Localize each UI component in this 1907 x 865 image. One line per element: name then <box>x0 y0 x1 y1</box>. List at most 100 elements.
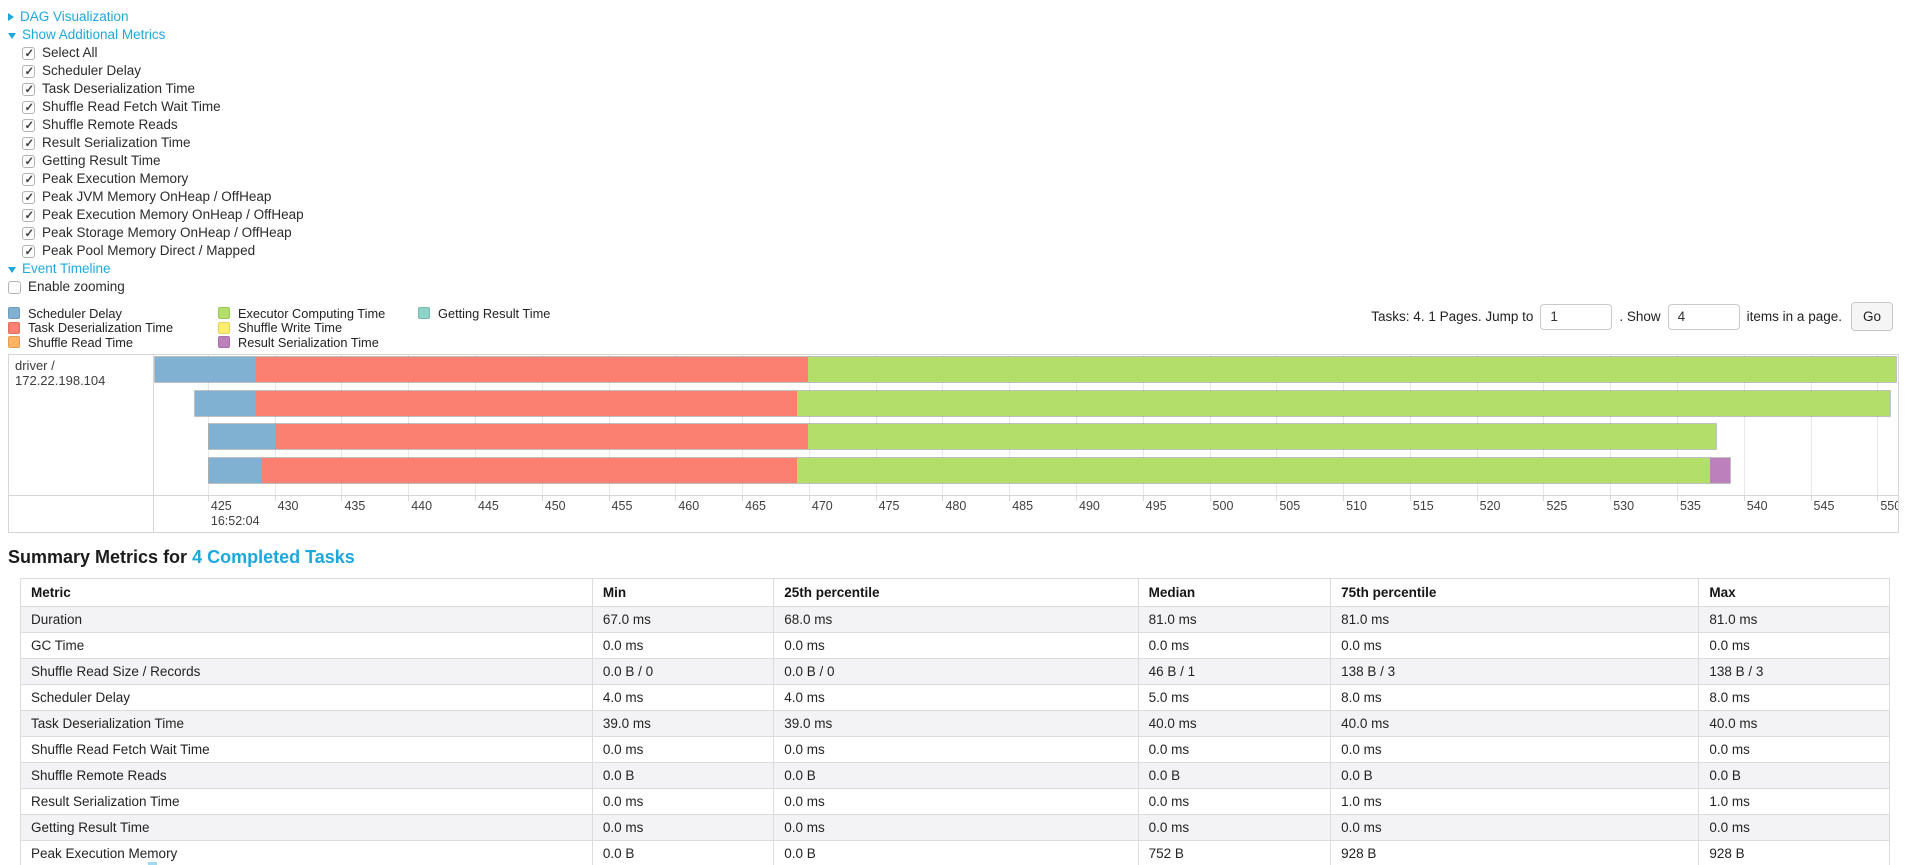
axis-tick-label: 525 <box>1546 499 1568 513</box>
metric-option-row: Peak Pool Memory Direct / Mapped <box>22 242 1899 261</box>
table-cell: 0.0 ms <box>591 814 775 841</box>
metric-checkbox[interactable] <box>22 63 35 81</box>
axis-tick-label: 515 <box>1412 499 1434 513</box>
table-row: Shuffle Read Fetch Wait Time 0.0 ms 0.0 ms… <box>20 736 1890 763</box>
timeline-task-bar[interactable] <box>207 456 1731 484</box>
table-cell: 81.0 ms <box>1137 606 1332 633</box>
go-button[interactable]: Go <box>1850 302 1893 331</box>
show-additional-metrics-toggle[interactable]: Show Additional Metrics <box>8 26 1899 44</box>
table-cell: Shuffle Remote Reads <box>20 762 593 789</box>
pagination-show-text: . Show <box>1619 309 1661 324</box>
metric-checkbox[interactable] <box>22 45 35 63</box>
timeline-segment-scheduler-delay <box>208 457 263 483</box>
table-cell: 0.0 B <box>1698 762 1890 789</box>
axis-tick-label: 500 <box>1212 499 1234 513</box>
pagination-items-text: items in a page. <box>1746 309 1842 324</box>
tasks-pagination: Tasks: 4. 1 Pages. Jump to . Show items … <box>1371 302 1893 331</box>
metric-checkbox[interactable] <box>22 243 35 261</box>
legend-entry: Executor Computing Time <box>218 306 404 321</box>
timeline-legend-band: Scheduler Delay Task Deserialization Time… <box>8 302 1899 352</box>
metric-checkbox[interactable] <box>22 153 35 171</box>
table-cell: Result Serialization Time <box>20 788 593 815</box>
axis-tick <box>1476 496 1478 501</box>
legend-entry: Getting Result Time <box>418 306 550 321</box>
metric-checkbox[interactable] <box>22 225 35 243</box>
axis-tick-label: 530 <box>1613 499 1635 513</box>
table-cell: 68.0 ms <box>773 606 1139 633</box>
metric-checkbox[interactable] <box>22 207 35 225</box>
axis-tick-label: 440 <box>411 499 433 513</box>
metric-option-row: Scheduler Delay <box>22 62 1899 81</box>
metric-checkbox[interactable] <box>22 117 35 135</box>
axis-tick-label: 480 <box>945 499 967 513</box>
show-additional-metrics-label: Show Additional Metrics <box>22 27 166 42</box>
metric-checkbox[interactable] <box>22 99 35 117</box>
shuffle-write-swatch <box>218 321 230 334</box>
table-cell: 0.0 B / 0 <box>591 658 775 685</box>
axis-tick-label: 540 <box>1746 499 1768 513</box>
timeline-task-bar[interactable] <box>154 356 1898 383</box>
table-cell: 928 B <box>1330 840 1700 865</box>
enable-zooming-checkbox[interactable] <box>8 280 21 294</box>
partial-next-section-indicator <box>148 862 157 865</box>
table-cell: 8.0 ms <box>1330 684 1700 711</box>
table-cell: 138 B / 3 <box>1698 658 1890 685</box>
table-row: Task Deserialization Time 39.0 ms 39.0 ms 4… <box>20 710 1890 737</box>
items-per-page-input[interactable] <box>1667 303 1740 330</box>
table-cell: Task Deserialization Time <box>20 710 593 737</box>
enable-zooming-row: Enable zooming <box>8 278 1899 296</box>
axis-tick <box>675 496 677 501</box>
axis-tick <box>341 496 343 501</box>
table-cell: 928 B <box>1698 840 1890 865</box>
axis-tick-label: 445 <box>478 499 499 513</box>
axis-tick <box>475 496 476 501</box>
axis-tick <box>875 496 877 501</box>
table-cell: 5.0 ms <box>1137 684 1332 711</box>
table-cell: 0.0 ms <box>1137 814 1332 841</box>
table-row: Peak Execution Memory 0.0 B 0.0 B 752 B 928 … <box>20 840 1890 865</box>
timeline-task-bar[interactable] <box>207 423 1717 450</box>
legend-entry: Scheduler Delay <box>8 306 204 321</box>
axis-major-label: 16:52:04 <box>210 514 260 528</box>
metric-checkbox[interactable] <box>22 171 35 189</box>
axis-tick <box>1409 496 1411 501</box>
dag-visualization-toggle[interactable]: DAG Visualization <box>8 8 1899 26</box>
timeline-segment-executor-computing <box>796 457 1710 483</box>
metric-checkbox[interactable] <box>22 81 35 99</box>
table-cell: Duration <box>20 606 593 633</box>
axis-tick-label: 430 <box>277 499 299 513</box>
metric-option-row: Peak Execution Memory OnHeap / OffHeap <box>22 206 1899 225</box>
metric-checkbox-label: Peak Execution Memory <box>42 171 189 186</box>
summary-heading-prefix: Summary Metrics for <box>8 547 193 567</box>
legend-label: Executor Computing Time <box>238 305 386 321</box>
timeline-gridline <box>207 355 209 495</box>
table-row: Result Serialization Time 0.0 ms 0.0 ms 0.0… <box>20 788 1890 815</box>
metric-checkbox-label: Shuffle Read Fetch Wait Time <box>42 99 221 114</box>
event-timeline-toggle[interactable]: Event Timeline <box>8 260 1899 278</box>
metric-checkbox[interactable] <box>22 189 35 207</box>
legend-column: Executor Computing Time Shuffle Write Tim… <box>218 306 404 350</box>
axis-tick <box>742 496 744 501</box>
table-cell: 0.0 ms <box>1698 632 1890 659</box>
jump-to-page-input[interactable] <box>1540 303 1613 330</box>
legend-column: Scheduler Delay Task Deserialization Time… <box>8 306 204 350</box>
dag-visualization-label: DAG Visualization <box>20 9 129 24</box>
metric-checkbox-label: Peak Storage Memory OnHeap / OffHeap <box>42 225 292 240</box>
table-header-cell: 75th percentile <box>1330 578 1700 607</box>
axis-tick <box>1142 496 1144 501</box>
timeline-segment-result-serialization <box>1709 457 1730 483</box>
table-cell: 46 B / 1 <box>1137 658 1332 685</box>
metric-checkbox[interactable] <box>22 135 35 153</box>
event-timeline-label: Event Timeline <box>22 261 111 276</box>
event-timeline-chart: driver / 172.22.198.104 425 430 435 440 445 4… <box>8 354 1899 533</box>
additional-metrics-list: Select All Scheduler Delay Task Deserializ… <box>22 44 1899 261</box>
completed-tasks-link[interactable]: 4 Completed Tasks <box>192 547 355 567</box>
timeline-task-bar[interactable] <box>194 389 1892 417</box>
table-cell: 0.0 B <box>773 840 1139 865</box>
table-header-cell: Max <box>1698 578 1890 607</box>
axis-tick <box>1743 496 1745 501</box>
axis-tick-label: 450 <box>544 499 566 513</box>
caret-down-icon <box>8 267 16 273</box>
table-header-cell: Median <box>1137 578 1332 607</box>
axis-tick <box>1810 496 1812 501</box>
